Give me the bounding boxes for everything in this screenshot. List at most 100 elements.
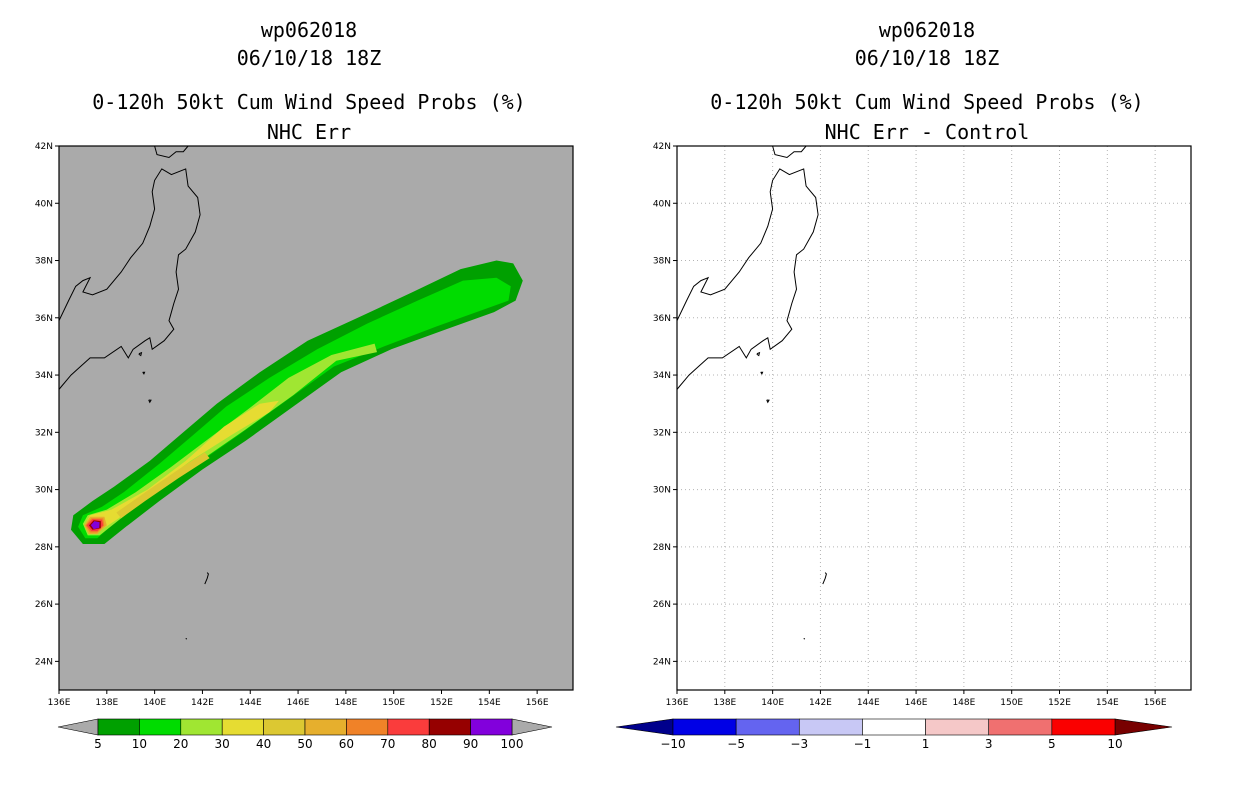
- colorbar-label: 10: [1107, 737, 1122, 751]
- y-tick-label: 26N: [653, 600, 671, 610]
- colorbar-swatch: [735, 718, 800, 736]
- colorbar-swatch: [304, 718, 347, 736]
- colorbar-swatch: [387, 718, 430, 736]
- x-tick-label: 152E: [430, 698, 453, 708]
- left-map-plot: 136E 138E 140E 142E 144E 146E 148E 150E 152E 154E…: [35, 142, 574, 751]
- plot-frame: [676, 145, 1192, 691]
- colorbar-swatch: [139, 718, 182, 736]
- x-tick-label: 144E: [857, 698, 880, 708]
- x-tick-label: 152E: [1048, 698, 1071, 708]
- y-tick-label: 34N: [35, 371, 53, 381]
- colorbar-label: −5: [727, 737, 745, 751]
- colorbar-swatch: [428, 718, 471, 736]
- y-tick-label: 34N: [653, 371, 671, 381]
- colorbar-label: 5: [1048, 737, 1056, 751]
- coastline-miyake: [142, 371, 146, 375]
- left-chart-title: 0-120h 50kt Cum Wind Speed Probs (%): [92, 90, 526, 114]
- right-storm-id: wp062018: [878, 18, 976, 42]
- y-tick-label: 24N: [35, 657, 53, 667]
- x-tick-label: 146E: [287, 698, 310, 708]
- right-chart-subtitle: NHC Err - Control: [824, 120, 1030, 144]
- colorbar-label: 70: [380, 737, 395, 751]
- plot-background: [677, 146, 1191, 690]
- left-chart-subtitle: NHC Err: [266, 120, 352, 144]
- y-tick-label: 38N: [653, 257, 671, 267]
- colorbar-label: −3: [790, 737, 808, 751]
- coastline-hokkaido-tip: [154, 146, 189, 159]
- x-tick-label: 148E: [334, 698, 357, 708]
- y-tick-label: 30N: [653, 486, 671, 496]
- prob-contour-30: [85, 400, 279, 533]
- colorbar-swatch: [672, 718, 737, 736]
- y-tick-label: 28N: [653, 543, 671, 553]
- colorbar-swatch: [97, 718, 140, 736]
- x-tick-label: 154E: [1096, 698, 1119, 708]
- colorbar-under-arrow: [615, 718, 674, 736]
- coastline-oshima: [756, 351, 761, 357]
- colorbar-swatch: [925, 718, 990, 736]
- y-tick-label: 28N: [35, 543, 53, 553]
- x-tick-label: 138E: [713, 698, 736, 708]
- colorbar-label: 60: [339, 737, 354, 751]
- colorbar-label: 10: [132, 737, 147, 751]
- coastline-ogasawara: [204, 572, 209, 585]
- coastline-hachijo: [766, 399, 770, 404]
- y-tick-label: 36N: [35, 314, 53, 324]
- colorbar-label: −10: [660, 737, 685, 751]
- x-tick-label: 144E: [239, 698, 262, 708]
- coastline-honshu: [677, 168, 819, 390]
- y-tick-label: 42N: [35, 142, 53, 152]
- coastline-miyake: [760, 371, 764, 375]
- colorbar-swatch: [346, 718, 389, 736]
- colorbar-swatch: [180, 718, 223, 736]
- y-tick-label: 42N: [653, 142, 671, 152]
- colorbar-swatch: [1051, 718, 1116, 736]
- plot-background: [59, 146, 573, 690]
- x-tick-label: 150E: [1000, 698, 1023, 708]
- coastline-iwo: [803, 638, 806, 640]
- y-tick-label: 32N: [35, 428, 53, 438]
- colorbar-label: 30: [215, 737, 230, 751]
- x-tick-label: 140E: [143, 698, 166, 708]
- x-tick-label: 156E: [1144, 698, 1167, 708]
- x-tick-label: 142E: [809, 698, 832, 708]
- prob-contour-40: [116, 452, 210, 519]
- colorbar-label: 80: [422, 737, 437, 751]
- y-tick-label: 24N: [653, 657, 671, 667]
- plot-content: [59, 146, 523, 640]
- colorbar-over-arrow: [1114, 718, 1173, 736]
- x-tick-label: 136E: [48, 698, 71, 708]
- x-tick-label: 148E: [952, 698, 975, 708]
- y-tick-label: 36N: [653, 314, 671, 324]
- colorbar-label: −1: [854, 737, 872, 751]
- coastline-hachijo: [148, 399, 152, 404]
- colorbar-swatch: [470, 718, 513, 736]
- colorbar-label: 50: [297, 737, 312, 751]
- y-tick-label: 40N: [35, 199, 53, 209]
- coastline-ogasawara: [822, 572, 827, 585]
- y-tick-label: 38N: [35, 257, 53, 267]
- left-storm-id: wp062018: [260, 18, 358, 42]
- colorbar-swatch: [798, 718, 863, 736]
- colorbar-label: 20: [173, 737, 188, 751]
- colorbar-label: 90: [463, 737, 478, 751]
- right-chart-title: 0-120h 50kt Cum Wind Speed Probs (%): [710, 90, 1144, 114]
- coastline-iwo: [185, 638, 188, 640]
- plot-content: [677, 146, 1191, 690]
- left-datetime: 06/10/18 18Z: [236, 46, 382, 70]
- x-tick-label: 136E: [666, 698, 689, 708]
- colorbar-label: 40: [256, 737, 271, 751]
- x-tick-label: 156E: [526, 698, 549, 708]
- coastline-hokkaido-tip: [772, 146, 807, 159]
- colorbar-label: 100: [501, 737, 524, 751]
- colorbar-label: 5: [94, 737, 102, 751]
- colorbar-label: 1: [922, 737, 930, 751]
- x-tick-label: 138E: [95, 698, 118, 708]
- colorbar-label: 3: [985, 737, 993, 751]
- colorbar-swatch: [988, 718, 1053, 736]
- plot-frame: [58, 145, 574, 691]
- y-tick-label: 32N: [653, 428, 671, 438]
- x-tick-label: 154E: [478, 698, 501, 708]
- coastline-honshu: [59, 168, 201, 390]
- y-tick-label: 26N: [35, 600, 53, 610]
